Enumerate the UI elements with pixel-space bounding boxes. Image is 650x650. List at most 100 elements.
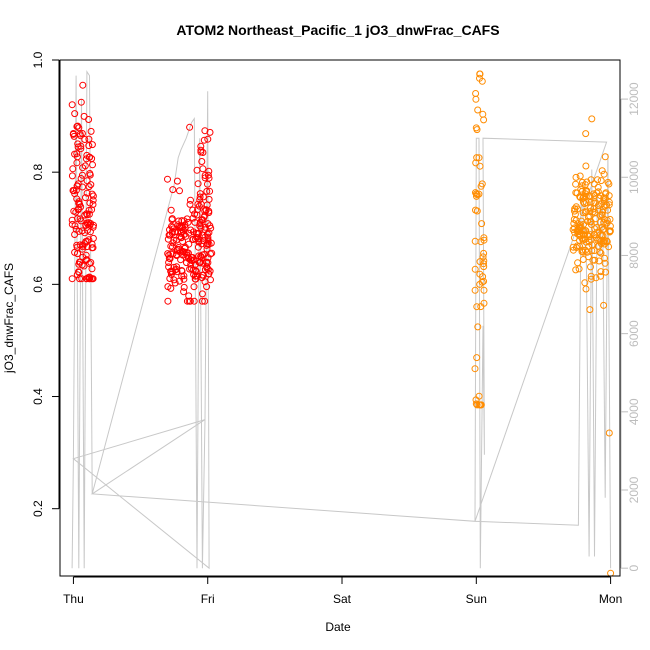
data-point — [201, 174, 209, 182]
scatter-points — [68, 70, 615, 577]
data-point — [478, 278, 486, 286]
data-point — [72, 186, 80, 194]
data-point — [203, 187, 211, 195]
data-point — [592, 274, 600, 282]
data-point — [85, 135, 93, 143]
data-point — [601, 194, 609, 202]
data-point — [73, 153, 81, 161]
data-point — [198, 254, 206, 262]
x-axis: Thu Fri Sat Sun Mon — [63, 576, 622, 606]
data-point — [75, 260, 83, 268]
data-point — [472, 90, 480, 97]
data-point — [190, 297, 198, 305]
data-point — [205, 209, 213, 217]
data-point — [195, 230, 203, 238]
data-point — [576, 172, 584, 180]
data-point — [587, 263, 594, 271]
data-point — [79, 183, 86, 191]
data-point — [475, 401, 483, 409]
y2-tick-label: 10000 — [627, 160, 641, 194]
data-point — [476, 258, 484, 266]
data-point — [69, 187, 77, 194]
data-point — [597, 272, 605, 280]
data-point — [571, 228, 578, 236]
data-point — [579, 256, 587, 263]
data-point — [175, 217, 183, 225]
data-point — [590, 247, 598, 255]
data-point — [572, 266, 580, 274]
data-point — [196, 220, 204, 228]
data-point — [201, 233, 209, 241]
data-point — [476, 162, 484, 170]
data-point — [473, 154, 481, 162]
data-point — [586, 306, 594, 314]
data-point — [164, 235, 172, 243]
data-point — [200, 136, 208, 144]
data-point — [68, 172, 76, 180]
y-tick-label: 1.0 — [31, 51, 45, 68]
data-point — [587, 272, 595, 280]
data-point — [595, 257, 603, 265]
data-point — [472, 400, 480, 408]
data-point — [476, 74, 483, 82]
data-point — [192, 229, 200, 237]
x-tick-label: Thu — [63, 592, 84, 606]
data-point — [603, 216, 611, 224]
data-point — [193, 211, 201, 219]
data-point — [78, 261, 86, 269]
data-point — [585, 242, 593, 250]
y-tick-label: 0.2 — [31, 500, 45, 517]
data-point — [205, 229, 213, 237]
data-point — [170, 276, 178, 284]
data-point — [81, 211, 89, 219]
data-point — [205, 270, 212, 278]
data-point — [196, 193, 204, 201]
data-point — [573, 242, 581, 250]
data-point — [88, 265, 96, 273]
y-tick-label: 0.4 — [31, 388, 45, 405]
data-point — [164, 297, 172, 305]
data-point — [168, 222, 175, 230]
data-point — [475, 154, 483, 162]
data-point — [88, 244, 96, 252]
data-point — [166, 275, 174, 282]
data-point — [198, 290, 206, 298]
data-point — [169, 268, 177, 276]
data-point — [85, 183, 93, 191]
data-point — [198, 297, 206, 305]
data-point — [472, 159, 480, 167]
data-point — [165, 251, 173, 259]
data-point — [478, 180, 486, 188]
data-point — [88, 141, 96, 149]
data-point — [71, 231, 79, 238]
data-point — [76, 201, 84, 208]
data-point — [71, 110, 79, 118]
data-point — [472, 189, 479, 197]
data-point — [88, 190, 96, 198]
data-point — [77, 145, 85, 153]
data-point — [601, 254, 609, 262]
data-point — [88, 206, 96, 214]
data-point — [78, 275, 86, 283]
data-point — [83, 189, 91, 197]
data-point — [471, 286, 479, 294]
data-point — [601, 153, 609, 161]
data-point — [588, 115, 596, 123]
data-point — [600, 215, 608, 223]
data-point — [167, 242, 175, 250]
data-point — [168, 228, 176, 236]
data-point — [597, 177, 605, 185]
data-point — [204, 135, 212, 143]
data-point — [85, 236, 93, 244]
data-point — [83, 256, 91, 264]
data-point — [76, 275, 83, 283]
data-point — [200, 213, 208, 221]
data-point — [208, 249, 216, 257]
data-point — [473, 401, 481, 409]
data-point — [477, 303, 485, 311]
data-point — [194, 200, 202, 208]
data-point — [73, 150, 81, 158]
data-point — [473, 191, 481, 199]
data-point — [600, 170, 608, 178]
data-point — [204, 220, 212, 228]
